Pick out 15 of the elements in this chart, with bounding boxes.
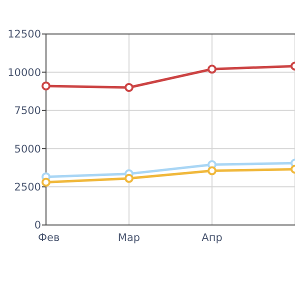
y-tick-label: 0 [34, 220, 41, 232]
y-tick-label: 10000 [8, 66, 41, 79]
x-tick-label: Фев [38, 232, 60, 244]
point [42, 178, 50, 187]
point [124, 82, 134, 92]
y-tick-label: 12500 [8, 28, 41, 41]
point [208, 166, 216, 176]
point [124, 174, 134, 183]
point [42, 81, 50, 90]
y-tick-label: 2500 [14, 181, 41, 194]
x-tick-label: Мар [118, 232, 140, 244]
x-tick-label: Апр [202, 232, 223, 244]
point [208, 64, 216, 74]
y-tick-label: 7500 [14, 105, 41, 118]
y-tick-label: 5000 [14, 143, 41, 156]
